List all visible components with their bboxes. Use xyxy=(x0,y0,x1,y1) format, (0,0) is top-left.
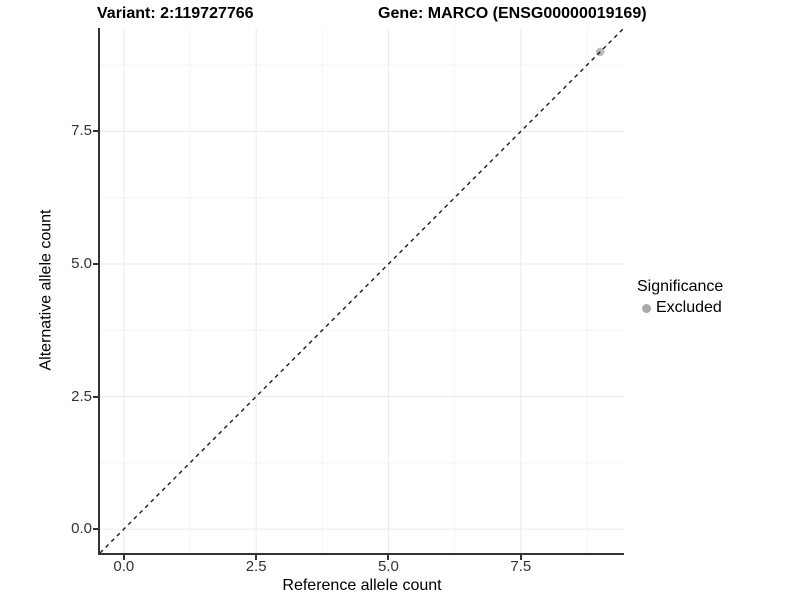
plot-title-variant: Variant: 2:119727766 xyxy=(97,5,254,22)
y-axis-label: Alternative allele count xyxy=(37,209,55,371)
plot-canvas xyxy=(100,28,624,553)
x-tick-label: 2.5 xyxy=(245,558,267,575)
legend-items: Excluded xyxy=(637,299,723,317)
legend-point-icon xyxy=(642,303,651,313)
y-tick-label: 2.5 xyxy=(71,387,92,405)
legend-item-excluded: Excluded xyxy=(637,299,723,317)
x-tick-mark xyxy=(519,555,522,560)
y-tick-label: 7.5 xyxy=(71,122,92,140)
y-tick-mark xyxy=(93,130,98,133)
y-tick-mark xyxy=(93,262,98,265)
legend-item-label: Excluded xyxy=(656,299,722,316)
plot-title-gene: Gene: MARCO (ENSG00000019169) xyxy=(378,5,647,22)
legend-title: Significance xyxy=(637,278,724,295)
legend: Significance Excluded xyxy=(637,278,723,317)
y-tick-label: 5.0 xyxy=(71,254,92,272)
plot-panel xyxy=(98,28,624,555)
x-tick-mark xyxy=(387,555,390,560)
x-axis-label: Reference allele count xyxy=(282,577,442,594)
identity-dashed-line xyxy=(100,28,624,553)
x-tick-label: 0.0 xyxy=(113,558,135,575)
x-tick-mark xyxy=(122,555,125,560)
y-tick-mark xyxy=(93,395,98,398)
x-tick-mark xyxy=(255,555,258,560)
y-tick-mark xyxy=(93,528,98,531)
y-tick-label: 0.0 xyxy=(71,520,92,538)
x-tick-label: 7.5 xyxy=(510,558,532,575)
x-tick-label: 5.0 xyxy=(378,558,399,575)
